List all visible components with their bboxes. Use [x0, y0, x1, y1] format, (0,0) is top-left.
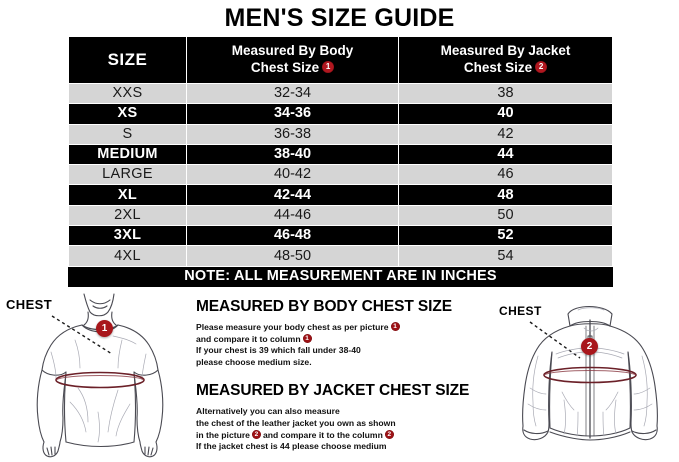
cell-jacket-chest: 42 [398, 123, 613, 145]
body-line2-text: and compare it to column [196, 333, 301, 344]
body-line4-text: please choose medium size. [196, 356, 312, 367]
cell-body-chest: 42-44 [186, 184, 399, 206]
size-table: SIZE Measured By Body Chest Size 1 Measur… [68, 36, 613, 287]
jacket-line1-text: Alternatively you can also measure [196, 406, 340, 417]
cell-jacket-chest: 44 [398, 143, 613, 166]
badge-2-icon: 2 [535, 61, 548, 74]
table-row: MEDIUM 38-40 44 [68, 143, 613, 166]
badge-2-icon: 2 [384, 429, 394, 439]
table-row: 2XL 44-46 50 [68, 204, 613, 227]
column-header-body-line1: Measured By Body [231, 43, 354, 59]
figure-badge-2: 2 [581, 338, 598, 355]
heading-body-chest: MEASURED BY BODY CHEST SIZE [196, 298, 452, 315]
table-row: S 36-38 42 [68, 123, 613, 145]
tshirt-figure [36, 293, 164, 458]
paragraph-body-chest: Please measure your body chest as per pi… [196, 322, 496, 368]
cell-size: 3XL [68, 225, 187, 247]
jacket-line3-text-b: and compare it to the column [262, 429, 383, 440]
cell-size: XXS [68, 82, 187, 105]
table-row: 3XL 46-48 52 [68, 225, 613, 247]
body-line1-text: Please measure your body chest as per pi… [196, 322, 389, 332]
paragraph-jacket-chest: Alternatively you can also measure the c… [196, 406, 496, 452]
table-row: XXS 32-34 38 [68, 82, 613, 105]
badge-1-icon: 1 [322, 61, 335, 74]
cell-jacket-chest: 48 [398, 184, 613, 206]
bottom-section: CHEST [0, 292, 679, 462]
cell-size: S [68, 123, 187, 145]
table-row: XL 42-44 48 [68, 184, 613, 206]
column-header-jacket-chest: Measured By Jacket Chest Size 2 [398, 36, 613, 84]
cell-size: XS [68, 103, 187, 125]
jacket-line4-text: If the jacket chest is 44 please choose … [196, 441, 387, 452]
chest-label-left: CHEST [6, 297, 53, 312]
cell-body-chest: 34-36 [186, 103, 399, 125]
cell-size: XL [68, 184, 187, 206]
table-row: 4XL 48-50 54 [68, 245, 613, 267]
cell-jacket-chest: 54 [398, 245, 613, 267]
cell-jacket-chest: 46 [398, 164, 613, 186]
column-header-size: SIZE [68, 36, 187, 84]
table-row: LARGE 40-42 46 [68, 164, 613, 186]
instructions-column: MEASURED BY BODY CHEST SIZE Please measu… [196, 298, 496, 453]
jacket-line3-text-a: in the picture [196, 429, 250, 440]
table-note-row: NOTE: ALL MEASUREMENT ARE IN INCHES [68, 265, 613, 287]
badge-1-icon: 1 [390, 322, 400, 332]
cell-size: MEDIUM [68, 143, 187, 166]
cell-size: 4XL [68, 245, 187, 267]
badge-2-icon: 2 [251, 429, 261, 439]
cell-jacket-chest: 40 [398, 103, 613, 125]
cell-body-chest: 44-46 [186, 204, 399, 227]
cell-body-chest: 38-40 [186, 143, 399, 166]
table-body: XXS 32-34 38 XS 34-36 40 S 36-38 42 MEDI… [68, 82, 613, 287]
leader-line-right [529, 321, 581, 359]
cell-body-chest: 40-42 [186, 164, 399, 186]
body-line3-text: If your chest is 39 which fall under 38-… [196, 345, 361, 356]
column-header-body-chest: Measured By Body Chest Size 1 [186, 36, 399, 84]
jacket-line2-text: the chest of the leather jacket you own … [196, 417, 396, 428]
cell-jacket-chest: 52 [398, 225, 613, 247]
column-header-body-line2: Chest Size [250, 60, 320, 75]
cell-body-chest: 36-38 [186, 123, 399, 145]
page-title: MEN'S SIZE GUIDE [224, 4, 455, 32]
table-row: XS 34-36 40 [68, 103, 613, 125]
cell-jacket-chest: 50 [398, 204, 613, 227]
cell-size: LARGE [68, 164, 187, 186]
cell-body-chest: 46-48 [186, 225, 399, 247]
column-header-jacket-line2: Chest Size [463, 60, 533, 75]
jacket-figure [522, 305, 658, 441]
column-header-jacket-line1: Measured By Jacket [440, 43, 571, 59]
figure-badge-1: 1 [96, 320, 113, 337]
chest-label-right: CHEST [499, 304, 542, 318]
cell-body-chest: 32-34 [186, 82, 399, 105]
table-header-row: SIZE Measured By Body Chest Size 1 Measur… [68, 36, 613, 84]
note-text: NOTE: ALL MEASUREMENT ARE IN INCHES [68, 265, 613, 287]
cell-body-chest: 48-50 [186, 245, 399, 267]
heading-jacket-chest: MEASURED BY JACKET CHEST SIZE [196, 382, 470, 400]
badge-1-icon: 1 [302, 333, 312, 343]
cell-size: 2XL [68, 204, 187, 227]
cell-jacket-chest: 38 [398, 82, 613, 105]
